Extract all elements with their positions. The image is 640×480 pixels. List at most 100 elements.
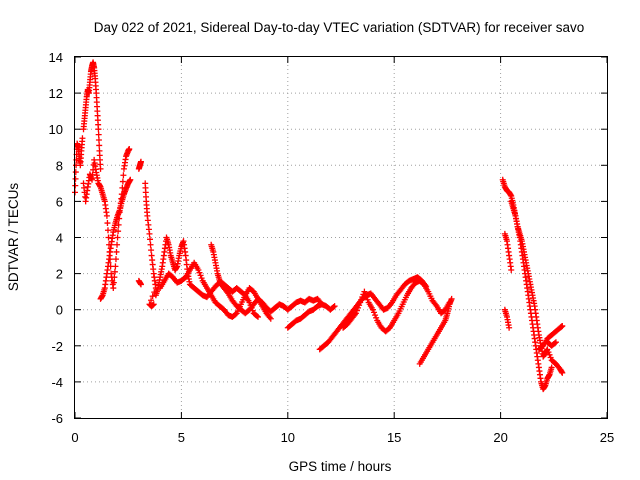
data-point: [247, 302, 254, 309]
data-point: [113, 248, 120, 255]
data-point: [372, 312, 379, 319]
data-point: [331, 303, 338, 310]
data-point: [248, 304, 255, 311]
data-point: [110, 285, 117, 292]
y-tick-label: 14: [49, 50, 63, 65]
y-tick-label: -2: [51, 339, 63, 354]
series-arc-13h: [340, 277, 453, 335]
y-tick-label: 8: [56, 158, 63, 173]
data-point: [72, 182, 79, 189]
series-arc-3h: [135, 158, 144, 288]
data-point: [551, 340, 558, 347]
x-tick-label: 20: [493, 430, 507, 445]
y-tick-label: 2: [56, 267, 63, 282]
data-point: [105, 234, 112, 241]
y-tick-label: 0: [56, 303, 63, 318]
y-tick-label: -4: [51, 375, 63, 390]
x-axis-label: GPS time / hours: [289, 459, 392, 474]
data-point: [112, 256, 119, 263]
series-arc-peak: [80, 59, 104, 172]
data-point: [330, 303, 337, 310]
data-point: [364, 296, 371, 303]
data-point: [508, 266, 515, 273]
data-point: [95, 131, 102, 138]
data-point: [111, 274, 118, 281]
x-tick-label: 5: [178, 430, 185, 445]
data-point: [137, 281, 144, 288]
x-tick-label: 25: [600, 430, 614, 445]
data-point: [362, 291, 369, 298]
data-point: [546, 351, 553, 358]
series-arc-20h-inner: [501, 230, 515, 331]
data-point: [357, 299, 364, 306]
series-arc-16h-low: [416, 295, 455, 367]
data-point: [548, 364, 555, 371]
data-point: [246, 299, 253, 306]
data-point: [112, 263, 119, 270]
data-point: [120, 172, 127, 179]
data-point: [148, 247, 155, 254]
data-point: [370, 309, 377, 316]
series-arc-10h: [284, 301, 338, 331]
data-point: [115, 228, 122, 235]
data-point: [127, 176, 134, 183]
x-tick-label: 15: [387, 430, 401, 445]
data-point: [72, 175, 79, 182]
y-tick-label: -6: [51, 411, 63, 426]
data-point: [255, 313, 262, 320]
data-point: [358, 296, 365, 303]
data-point: [114, 241, 121, 248]
data-point: [547, 354, 554, 361]
data-point: [147, 236, 154, 243]
series-arc-20h: [499, 176, 555, 393]
data-point: [267, 315, 274, 322]
data-point: [369, 306, 376, 313]
data-point: [353, 307, 360, 314]
y-axis-label: SDTVAR / TECUs: [6, 183, 21, 292]
data-point: [197, 272, 204, 279]
axis-ticks: 0 5 10 15 20 25 -6 -4 -2 0 2 4 6 8 10 12 14: [49, 50, 615, 445]
y-tick-label: 12: [49, 86, 63, 101]
data-point: [356, 302, 363, 309]
data-point: [149, 293, 156, 300]
series-arc-22h: [535, 322, 566, 353]
data-point: [150, 301, 157, 308]
data-point: [137, 158, 144, 165]
data-point: [96, 142, 103, 149]
series-arc-early-high: [72, 135, 86, 196]
data-point: [146, 230, 153, 237]
data-point: [545, 349, 552, 356]
series-arc-dip: [97, 176, 134, 302]
data-point: [111, 268, 118, 275]
data-point: [119, 178, 126, 185]
x-tick-label: 10: [281, 430, 295, 445]
data-point: [373, 314, 380, 321]
y-tick-label: 10: [49, 122, 63, 137]
x-tick-label: 0: [71, 430, 78, 445]
series-arc-8h-spike: [208, 241, 262, 320]
y-tick-label: 6: [56, 194, 63, 209]
series-arc-low-start: [80, 146, 133, 292]
data-points: [72, 59, 566, 393]
data-point: [232, 311, 239, 318]
plot-frame: [74, 56, 608, 419]
y-tick-label: 4: [56, 231, 63, 246]
data-point: [559, 322, 566, 329]
series-arc-21h: [508, 198, 566, 376]
data-point: [544, 346, 551, 353]
series-arc-4h-lower: [157, 259, 274, 322]
data-point: [552, 339, 559, 346]
data-point: [114, 234, 121, 241]
data-point: [196, 269, 203, 276]
data-point: [506, 324, 513, 331]
data-point: [361, 288, 368, 295]
data-point: [103, 212, 110, 219]
data-point: [95, 126, 102, 133]
data-point: [249, 307, 256, 314]
grid: [75, 57, 607, 418]
data-point: [448, 295, 455, 302]
data-point: [195, 266, 202, 273]
data-point: [363, 294, 370, 301]
data-point: [559, 369, 566, 376]
